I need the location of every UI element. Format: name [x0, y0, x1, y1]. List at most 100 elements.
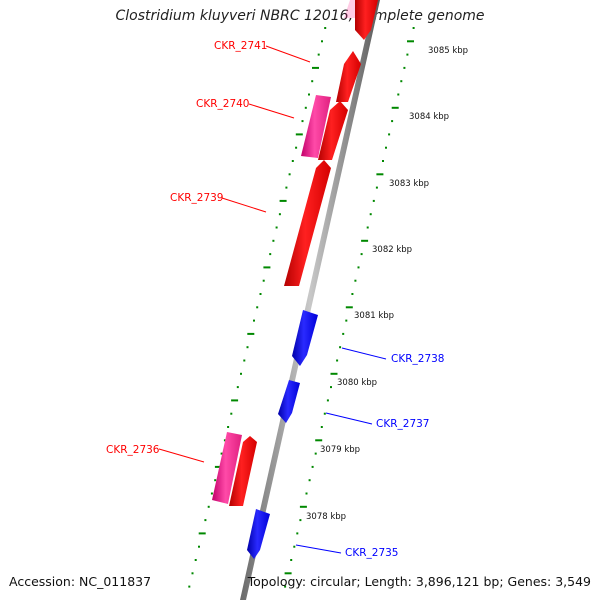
scale-major-tick	[361, 239, 369, 242]
gene-label-ckr-2736[interactable]: CKR_2736	[106, 444, 160, 456]
scale-minor-tick	[311, 465, 314, 468]
scale-minor-tick	[382, 160, 384, 162]
scale-minor-tick	[412, 27, 415, 29]
gene-block-ckr-2736[interactable]	[212, 432, 242, 504]
scale-track-outer	[284, 27, 415, 588]
scale-minor-tick	[357, 266, 360, 269]
scale-minor-tick	[304, 106, 307, 109]
scale-label: 3082 kbp	[372, 245, 412, 255]
scale-label: 3079 kbp	[320, 445, 360, 455]
scale-major-tick	[247, 332, 255, 335]
scale-minor-tick	[243, 359, 246, 362]
gene-leader-lines	[158, 45, 387, 554]
scale-major-tick	[263, 266, 271, 269]
scale-major-tick	[345, 306, 353, 309]
scale-minor-tick	[388, 133, 391, 136]
scale-minor-tick	[293, 545, 296, 548]
gene-arrow-ckr-2737[interactable]	[278, 380, 300, 423]
gene-arrow-ckr-2735[interactable]	[247, 509, 270, 559]
gene-label-ckr-2735[interactable]: CKR_2735	[345, 547, 398, 559]
scale-minor-tick	[204, 519, 207, 522]
scale-major-tick	[391, 106, 399, 109]
scale-minor-tick	[284, 585, 287, 588]
scale-minor-tick	[214, 479, 217, 482]
gene-arrow-ckr-2740-forward[interactable]	[318, 101, 348, 160]
gene-arrow-ckr-2739[interactable]	[284, 160, 331, 286]
gene-label-ckr-2741[interactable]: CKR_2741	[214, 40, 267, 52]
scale-minor-tick	[345, 319, 348, 322]
gene-arrow-top[interactable]	[355, 0, 378, 40]
scale-label: 3083 kbp	[389, 179, 429, 189]
scale-minor-tick	[339, 346, 342, 349]
scale-minor-tick	[285, 186, 288, 189]
scale-minor-tick	[342, 332, 345, 335]
scale-minor-tick	[269, 253, 272, 256]
gene-label-ckr-2740[interactable]: CKR_2740	[196, 98, 249, 110]
scale-major-tick	[279, 199, 287, 202]
scale-minor-tick	[278, 213, 281, 216]
scale-minor-tick	[308, 93, 310, 96]
genome-backbone	[240, 0, 380, 600]
genome-summary-text: Topology: circular; Length: 3,896,121 bp…	[247, 574, 591, 589]
gene-label-ckr-2739[interactable]: CKR_2739	[170, 192, 223, 204]
scale-minor-tick	[207, 505, 210, 508]
map-title: Clostridium kluyveri NBRC 12016, complet…	[115, 8, 485, 24]
scale-minor-tick	[323, 412, 326, 415]
scale-minor-tick	[296, 532, 299, 535]
scale-minor-tick	[372, 199, 375, 202]
scale-minor-tick	[311, 80, 314, 83]
scale-minor-tick	[326, 399, 329, 402]
scale-major-tick	[312, 66, 319, 69]
scale-major-tick	[198, 532, 206, 535]
scale-minor-tick	[330, 386, 332, 389]
scale-minor-tick	[366, 226, 369, 229]
scale-minor-tick	[240, 372, 242, 375]
scale-major-tick	[231, 399, 239, 402]
scale-minor-tick	[236, 386, 239, 389]
scale-minor-tick	[301, 120, 304, 123]
scale-minor-tick	[256, 306, 259, 309]
scale-minor-tick	[299, 519, 302, 522]
gene-arrow-ckr-2736-forward[interactable]	[229, 436, 257, 506]
scale-major-tick	[284, 572, 292, 575]
scale-minor-tick	[223, 439, 226, 442]
scale-minor-tick	[317, 53, 320, 56]
scale-minor-tick	[210, 492, 213, 495]
scale-minor-tick	[320, 426, 323, 428]
scale-minor-tick	[403, 66, 406, 69]
scale-minor-tick	[406, 53, 409, 56]
scale-major-tick	[376, 173, 384, 176]
scale-major-tick	[330, 372, 338, 375]
scale-label: 3078 kbp	[306, 512, 346, 522]
gene-arrow-ckr-2738[interactable]	[292, 310, 318, 366]
scale-minor-tick	[246, 346, 249, 349]
scale-minor-tick	[324, 27, 327, 29]
gene-arrow-ckr-2741[interactable]	[336, 51, 361, 102]
scale-minor-tick	[191, 572, 194, 575]
gene-label-ckr-2737[interactable]: CKR_2737	[376, 418, 429, 430]
scale-minor-tick	[272, 239, 275, 242]
gene-label-ckr-2738[interactable]: CKR_2738	[391, 353, 444, 365]
scale-minor-tick	[321, 40, 323, 43]
scale-major-tick	[295, 133, 303, 136]
scale-minor-tick	[290, 559, 293, 561]
scale-label: 3084 kbp	[409, 112, 449, 122]
gene-block-ckr-2740[interactable]	[301, 95, 331, 158]
scale-minor-tick	[253, 319, 255, 322]
scale-major-tick	[315, 439, 323, 442]
scale-minor-tick	[375, 186, 378, 189]
scale-minor-tick	[194, 559, 197, 561]
scale-minor-tick	[397, 93, 400, 96]
scale-minor-tick	[259, 293, 262, 295]
scale-minor-tick	[227, 426, 230, 428]
scale-minor-tick	[336, 359, 339, 362]
accession-text: Accession: NC_011837	[9, 574, 152, 589]
scale-minor-tick	[291, 160, 294, 162]
scale-minor-tick	[369, 213, 372, 216]
scale-major-tick	[407, 40, 414, 43]
scale-label: 3080 kbp	[337, 378, 377, 388]
scale-minor-tick	[385, 146, 387, 149]
scale-label: 3081 kbp	[354, 311, 394, 321]
